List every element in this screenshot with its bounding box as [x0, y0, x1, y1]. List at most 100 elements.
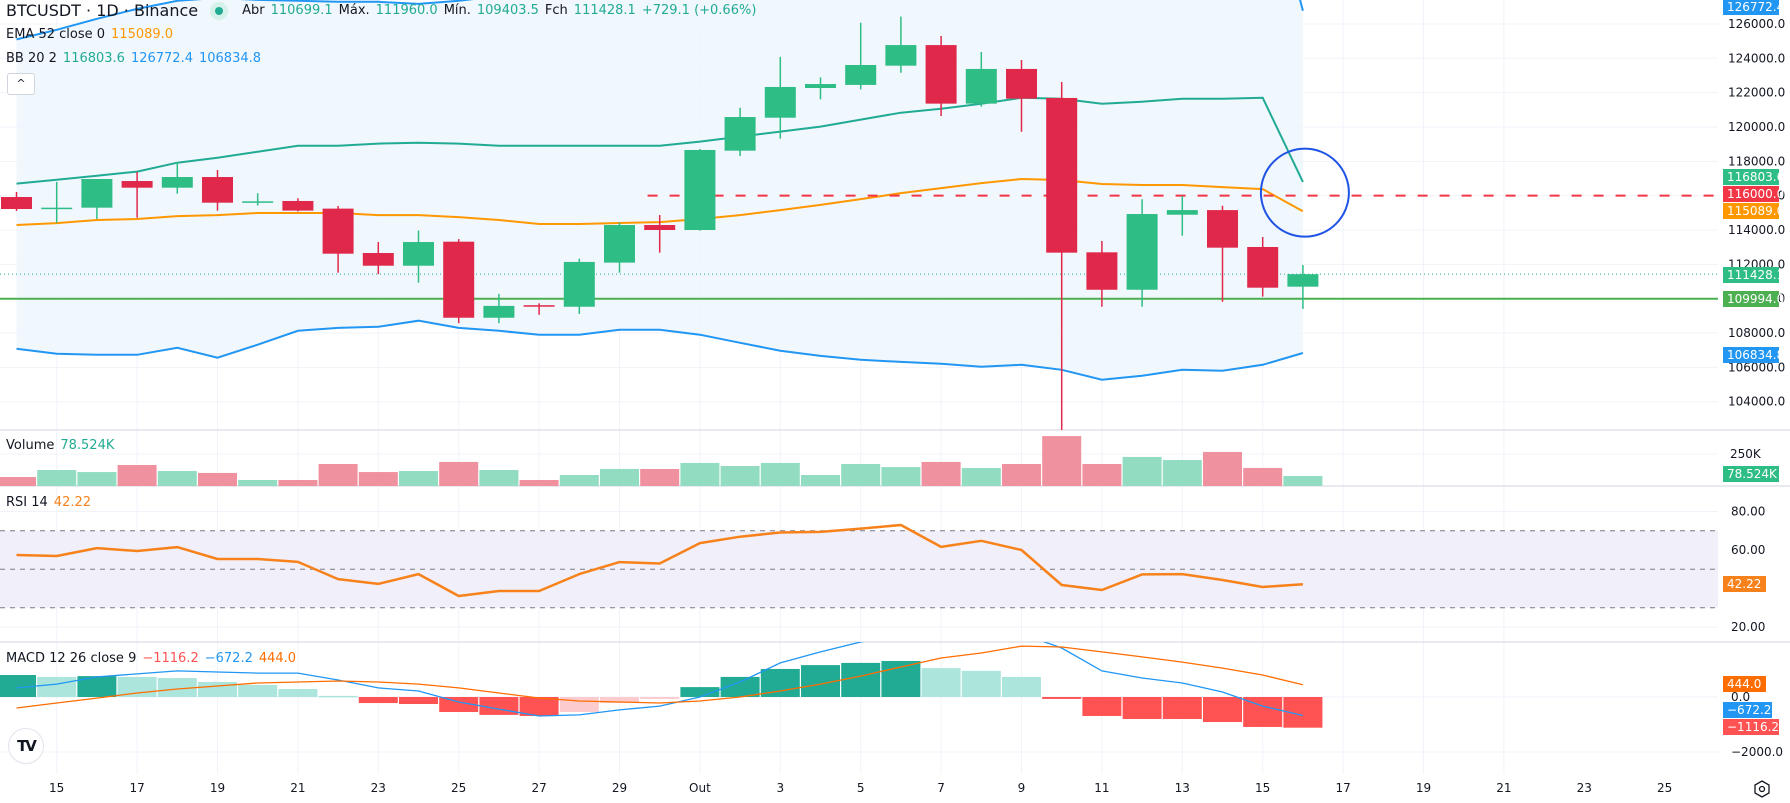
candle[interactable] [403, 230, 434, 283]
rsi-label: RSI 14 [6, 495, 48, 510]
candle[interactable] [965, 51, 997, 107]
volume-bar [318, 463, 358, 486]
candle-body [965, 68, 997, 104]
time-tick: 3 [776, 781, 784, 795]
volume-bar [801, 474, 840, 486]
candle-body [1207, 210, 1238, 248]
candle-body [644, 225, 676, 230]
candle[interactable] [563, 258, 595, 314]
candle[interactable] [322, 205, 354, 273]
svg-text:−672.2: −672.2 [1727, 703, 1771, 717]
candle[interactable] [684, 148, 716, 231]
macd-signal-value: 444.0 [258, 651, 297, 666]
candle[interactable] [1126, 199, 1158, 307]
change-value: +729.1 (+0.66%) [641, 3, 757, 18]
candle[interactable] [1166, 196, 1198, 236]
volume-bar [117, 465, 157, 486]
candle-body [403, 242, 434, 266]
candle[interactable] [41, 181, 73, 223]
bb-lower-line [16, 319, 1304, 381]
candle-body [845, 64, 877, 85]
candle[interactable] [885, 16, 917, 73]
high-label: Máx. [338, 3, 370, 18]
candle[interactable] [604, 222, 635, 273]
volume-bar [921, 461, 961, 486]
candle[interactable] [242, 193, 274, 206]
price-tick: 118000.0 [1728, 154, 1785, 168]
price-tick: 122000.0 [1728, 86, 1785, 100]
candle[interactable] [202, 170, 233, 211]
candle[interactable] [1006, 60, 1037, 132]
candle-body [41, 207, 73, 210]
candle[interactable] [805, 77, 836, 100]
candle[interactable] [764, 56, 796, 139]
volume-bar [278, 479, 318, 486]
candle[interactable] [282, 198, 314, 212]
candle[interactable] [121, 171, 153, 218]
time-tick: Out [689, 781, 711, 795]
candle[interactable] [1086, 240, 1118, 307]
svg-text:111428.1: 111428.1 [1727, 268, 1784, 282]
ema-value: 115089.0 [111, 27, 174, 42]
rsi-tick: 60.00 [1731, 543, 1765, 557]
candle[interactable] [1, 192, 32, 211]
macd-histogram-bar [1162, 697, 1202, 719]
macd-histogram-bar [318, 695, 358, 698]
volume-bar [1243, 467, 1283, 486]
time-tick: 9 [1018, 781, 1026, 795]
candle[interactable] [1207, 205, 1238, 302]
candle[interactable] [1046, 81, 1078, 430]
price-badge: 116803.6 [1723, 169, 1784, 185]
candle-body [362, 253, 394, 266]
macd-line [16, 642, 1304, 717]
ema-legend[interactable]: EMA 52 close 0 115089.0 [6, 26, 173, 44]
volume-bar [841, 463, 881, 486]
candle[interactable] [523, 303, 555, 315]
symbol-title[interactable]: BTCUSDT · 1D · Binance [6, 1, 199, 20]
price-tick: 106000.0 [1728, 360, 1785, 374]
macd-legend[interactable]: MACD 12 26 close 9 −1116.2 −672.2 444.0 [6, 650, 296, 668]
macd-histogram-bar [238, 684, 278, 697]
candle[interactable] [1247, 237, 1279, 297]
svg-text:106834.8: 106834.8 [1727, 348, 1784, 362]
macd-histogram-bar [117, 676, 157, 697]
macd-histogram-bar [519, 697, 559, 716]
candle[interactable] [81, 179, 113, 220]
high-value: 111960.0 [375, 3, 438, 18]
candle[interactable] [845, 22, 877, 90]
market-status-icon[interactable] [210, 2, 229, 20]
candle[interactable] [161, 162, 193, 194]
candle-body [121, 181, 153, 188]
chevron-up-icon: ^ [16, 77, 26, 90]
candle[interactable] [483, 293, 515, 324]
volume-legend[interactable]: Volume 78.524K [6, 437, 114, 455]
volume-bar [1162, 460, 1202, 486]
candle-body [523, 305, 555, 307]
candle[interactable] [1287, 265, 1319, 309]
candle-body [202, 177, 233, 203]
bb-legend[interactable]: BB 20 2 116803.6 126772.4 106834.8 [6, 50, 261, 68]
macd-histogram-bar [600, 697, 639, 704]
bb-basis-value: 116803.6 [62, 51, 125, 66]
settings-gear-icon[interactable] [1752, 779, 1772, 799]
time-tick: 13 [1175, 781, 1190, 795]
candle[interactable] [724, 107, 756, 156]
macd-histogram-bar [439, 697, 479, 712]
candle[interactable] [644, 215, 676, 253]
circle-annotation [1259, 147, 1350, 238]
macd-histogram-bar [921, 668, 961, 697]
candle[interactable] [925, 35, 957, 116]
tradingview-logo-icon[interactable]: TV [8, 728, 44, 764]
candle[interactable] [362, 242, 394, 275]
rsi-legend[interactable]: RSI 14 42.22 [6, 494, 91, 512]
candle-body [443, 241, 475, 318]
rsi-badge: 42.22 [1723, 576, 1766, 592]
candle-body [724, 117, 756, 151]
macd-histogram-bar [399, 697, 438, 705]
volume-bar [1283, 475, 1323, 486]
volume-bar [1002, 463, 1041, 486]
volume-bar [1203, 451, 1242, 486]
collapse-legend-button[interactable]: ^ [7, 73, 35, 95]
candle[interactable] [443, 239, 475, 324]
